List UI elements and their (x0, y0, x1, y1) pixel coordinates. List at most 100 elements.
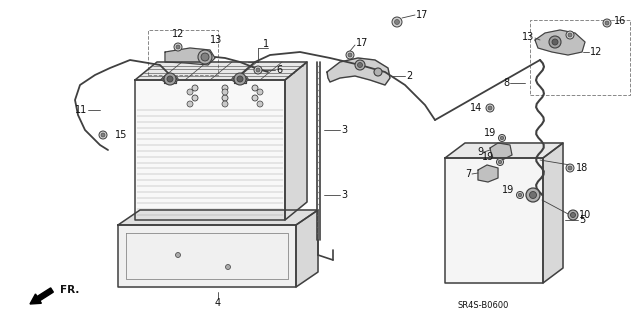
Circle shape (236, 75, 237, 78)
Circle shape (570, 212, 575, 218)
Circle shape (99, 131, 107, 139)
Text: 3: 3 (341, 190, 347, 200)
Circle shape (603, 19, 611, 27)
Circle shape (163, 79, 165, 82)
Bar (530, 20, 630, 95)
Polygon shape (234, 80, 246, 83)
Circle shape (526, 188, 540, 202)
Circle shape (233, 79, 235, 82)
Text: 14: 14 (470, 103, 482, 113)
Circle shape (374, 68, 382, 76)
Text: 17: 17 (356, 38, 369, 48)
Circle shape (187, 89, 193, 95)
Circle shape (101, 133, 105, 137)
Circle shape (358, 63, 362, 68)
Circle shape (518, 193, 522, 197)
Circle shape (488, 106, 492, 110)
Text: 17: 17 (416, 10, 428, 20)
Polygon shape (445, 158, 543, 283)
Circle shape (165, 75, 168, 78)
Circle shape (252, 85, 258, 91)
Circle shape (237, 76, 243, 82)
Circle shape (172, 75, 175, 78)
Text: 7: 7 (465, 169, 471, 179)
Text: 13: 13 (522, 32, 534, 42)
Circle shape (169, 81, 172, 83)
Polygon shape (118, 210, 318, 225)
Circle shape (252, 95, 258, 101)
Circle shape (549, 36, 561, 48)
Polygon shape (165, 48, 215, 65)
Polygon shape (543, 143, 563, 283)
Circle shape (164, 73, 176, 85)
Circle shape (239, 75, 241, 77)
Circle shape (392, 17, 402, 27)
Circle shape (176, 45, 180, 49)
Circle shape (245, 79, 247, 82)
Circle shape (568, 166, 572, 170)
Text: 8: 8 (503, 78, 509, 88)
Circle shape (175, 76, 177, 79)
Circle shape (233, 76, 235, 79)
Circle shape (167, 76, 173, 82)
Text: 19: 19 (502, 185, 514, 195)
Polygon shape (490, 143, 512, 160)
FancyArrow shape (30, 288, 53, 304)
Polygon shape (478, 165, 498, 182)
Polygon shape (285, 62, 307, 220)
Circle shape (232, 78, 234, 80)
Circle shape (175, 253, 180, 257)
Circle shape (256, 68, 260, 72)
Circle shape (486, 104, 494, 112)
Circle shape (500, 136, 504, 140)
Circle shape (348, 53, 352, 57)
Circle shape (497, 159, 504, 166)
Circle shape (239, 81, 241, 83)
Circle shape (234, 73, 246, 85)
Text: 6: 6 (276, 65, 282, 75)
Circle shape (516, 191, 524, 198)
Circle shape (192, 95, 198, 101)
Polygon shape (118, 225, 296, 287)
Polygon shape (327, 58, 390, 85)
Text: 12: 12 (590, 47, 602, 57)
Circle shape (499, 160, 502, 164)
Circle shape (165, 80, 168, 83)
Circle shape (246, 78, 248, 80)
Circle shape (568, 33, 572, 37)
Text: FR.: FR. (60, 285, 79, 295)
Circle shape (187, 101, 193, 107)
Polygon shape (135, 80, 285, 220)
Circle shape (499, 135, 506, 142)
Circle shape (243, 75, 244, 78)
Text: 3: 3 (341, 125, 347, 135)
Circle shape (222, 89, 228, 95)
Text: 10: 10 (579, 210, 591, 220)
Polygon shape (535, 30, 585, 55)
Circle shape (394, 19, 399, 25)
Polygon shape (164, 80, 176, 83)
Bar (148, 30, 218, 75)
Circle shape (257, 101, 263, 107)
Circle shape (243, 80, 244, 83)
Circle shape (254, 66, 262, 74)
Text: 5: 5 (579, 215, 585, 225)
Circle shape (552, 39, 558, 45)
Circle shape (201, 53, 209, 61)
Circle shape (355, 60, 365, 70)
Circle shape (163, 76, 165, 79)
Circle shape (222, 85, 228, 91)
Text: 13: 13 (210, 35, 222, 45)
Circle shape (245, 76, 247, 79)
Circle shape (566, 164, 574, 172)
Circle shape (236, 80, 237, 83)
Circle shape (222, 101, 228, 107)
Circle shape (175, 79, 177, 82)
Polygon shape (296, 210, 318, 287)
Text: 4: 4 (215, 298, 221, 308)
Circle shape (222, 95, 228, 101)
Circle shape (169, 75, 172, 77)
Circle shape (568, 210, 578, 220)
Text: 18: 18 (576, 163, 588, 173)
Text: 1: 1 (263, 39, 269, 49)
